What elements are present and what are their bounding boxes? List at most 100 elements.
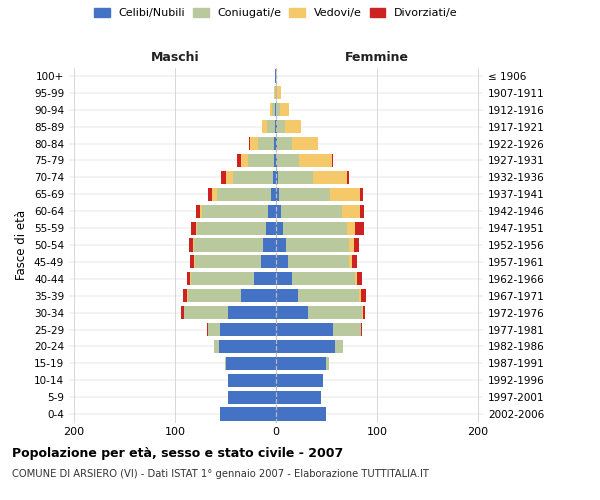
Y-axis label: Fasce di età: Fasce di età xyxy=(16,210,28,280)
Bar xyxy=(261,256,276,268)
Bar xyxy=(363,306,365,319)
Bar xyxy=(276,256,288,268)
Bar xyxy=(276,289,298,302)
Bar xyxy=(276,390,322,404)
Bar xyxy=(190,256,194,268)
Bar xyxy=(326,356,329,370)
Bar xyxy=(226,356,276,370)
Bar xyxy=(277,120,285,134)
Bar xyxy=(349,256,352,268)
Bar xyxy=(276,306,308,319)
Bar xyxy=(292,137,319,150)
Bar xyxy=(274,137,276,150)
Bar xyxy=(262,120,267,134)
Text: Maschi: Maschi xyxy=(151,51,199,64)
Bar xyxy=(276,222,283,234)
Bar xyxy=(352,256,357,268)
Bar xyxy=(329,188,360,201)
Bar xyxy=(191,272,254,285)
Bar xyxy=(276,238,286,252)
Bar xyxy=(275,103,276,117)
Bar xyxy=(360,188,363,201)
Bar xyxy=(335,340,343,353)
Bar xyxy=(194,256,195,268)
Bar xyxy=(236,154,241,167)
Bar xyxy=(355,222,364,234)
Bar xyxy=(275,70,276,82)
Bar xyxy=(267,120,275,134)
Bar xyxy=(276,204,281,218)
Bar xyxy=(275,86,276,100)
Bar xyxy=(349,238,354,252)
Bar xyxy=(258,137,274,150)
Bar xyxy=(270,103,272,117)
Bar xyxy=(250,137,258,150)
Bar xyxy=(208,323,220,336)
Bar xyxy=(241,289,276,302)
Bar xyxy=(279,188,329,201)
Bar xyxy=(276,188,279,201)
Bar xyxy=(276,86,277,100)
Bar xyxy=(220,408,276,420)
Bar xyxy=(359,289,361,302)
Bar xyxy=(275,120,276,134)
Bar xyxy=(183,289,187,302)
Legend: Celibi/Nubili, Coniugati/e, Vedovi/e, Divorziati/e: Celibi/Nubili, Coniugati/e, Vedovi/e, Di… xyxy=(92,6,460,20)
Bar xyxy=(283,222,347,234)
Bar xyxy=(196,204,200,218)
Bar xyxy=(263,238,276,252)
Bar xyxy=(298,289,359,302)
Bar xyxy=(190,272,191,285)
Bar xyxy=(276,323,332,336)
Bar xyxy=(268,204,276,218)
Bar xyxy=(227,306,276,319)
Bar xyxy=(217,188,271,201)
Bar xyxy=(280,103,289,117)
Bar xyxy=(220,340,276,353)
Bar xyxy=(181,306,184,319)
Bar xyxy=(361,323,362,336)
Bar xyxy=(220,323,276,336)
Bar xyxy=(195,256,261,268)
Bar xyxy=(276,154,277,167)
Bar xyxy=(191,222,196,234)
Bar xyxy=(313,171,347,184)
Bar xyxy=(271,188,276,201)
Bar xyxy=(276,356,326,370)
Bar xyxy=(248,154,274,167)
Bar xyxy=(277,137,292,150)
Bar xyxy=(212,188,217,201)
Bar xyxy=(277,86,281,100)
Bar xyxy=(288,256,349,268)
Bar xyxy=(276,137,277,150)
Bar xyxy=(226,171,233,184)
Bar xyxy=(194,238,263,252)
Bar xyxy=(277,154,299,167)
Bar xyxy=(361,289,366,302)
Bar xyxy=(332,323,361,336)
Bar xyxy=(357,272,362,285)
Bar xyxy=(281,204,341,218)
Bar xyxy=(286,238,349,252)
Bar xyxy=(354,238,359,252)
Bar xyxy=(241,154,248,167)
Bar xyxy=(187,289,188,302)
Bar xyxy=(249,137,250,150)
Bar xyxy=(276,272,292,285)
Text: COMUNE DI ARSIERO (VI) - Dati ISTAT 1° gennaio 2007 - Elaborazione TUTTITALIA.IT: COMUNE DI ARSIERO (VI) - Dati ISTAT 1° g… xyxy=(12,469,429,479)
Bar xyxy=(299,154,332,167)
Bar xyxy=(274,86,275,100)
Bar xyxy=(276,171,278,184)
Bar xyxy=(347,222,355,234)
Bar xyxy=(355,272,357,285)
Bar xyxy=(272,103,275,117)
Bar xyxy=(208,188,212,201)
Text: Popolazione per età, sesso e stato civile - 2007: Popolazione per età, sesso e stato civil… xyxy=(12,448,343,460)
Bar xyxy=(360,204,364,218)
Bar xyxy=(233,171,273,184)
Bar xyxy=(274,154,276,167)
Bar xyxy=(273,171,276,184)
Bar xyxy=(224,356,226,370)
Bar xyxy=(347,171,349,184)
Bar xyxy=(193,238,194,252)
